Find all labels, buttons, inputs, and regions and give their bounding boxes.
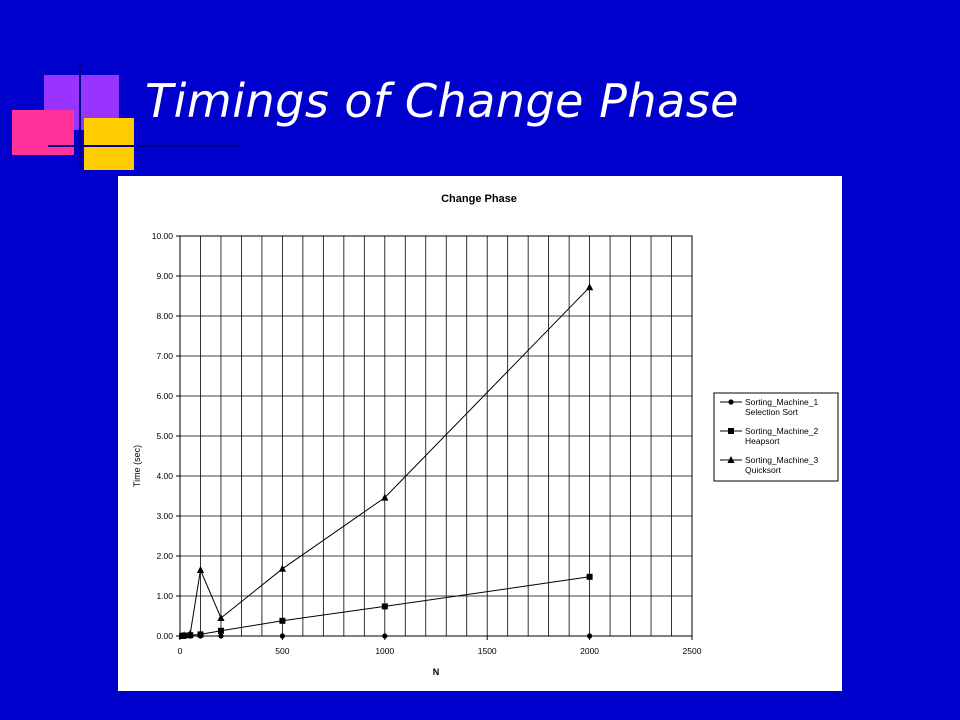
x-axis-label: N: [433, 667, 440, 677]
data-point-triangle: [278, 564, 286, 572]
legend-label: Selection Sort: [745, 407, 799, 417]
data-point-triangle: [586, 283, 594, 291]
chart-container: Change Phase N Time (sec) 0.00 1.00 2.00 3.…: [118, 176, 842, 691]
x-tick-label: 2500: [683, 646, 702, 656]
data-point-circle: [382, 633, 388, 639]
x-tick-label: 1500: [478, 646, 497, 656]
slide-title: Timings of Change Phase: [145, 74, 739, 128]
data-point-triangle: [217, 614, 225, 621]
data-point-circle: [218, 633, 224, 639]
y-axis-label: Time (sec): [132, 445, 142, 487]
legend-label: Sorting_Machine_2: [745, 426, 819, 436]
x-tick-label: 2000: [580, 646, 599, 656]
y-tick-label: 9.00: [156, 271, 173, 281]
legend-label: Heapsort: [745, 436, 780, 446]
grid: [180, 235, 692, 637]
deco-pink-square: [12, 110, 74, 155]
chart-title: Change Phase: [441, 193, 517, 205]
data-point-circle: [279, 633, 285, 639]
legend-box: [713, 392, 839, 482]
data-point-triangle: [381, 493, 389, 501]
y-tick-label: 2.00: [156, 551, 173, 561]
data-point-square: [728, 428, 734, 434]
y-tick-label: 0.00: [156, 631, 173, 641]
y-tick-label: 6.00: [156, 391, 173, 401]
y-tick-label: 10.00: [152, 231, 174, 241]
data-point-triangle: [727, 456, 735, 463]
data-point-square: [217, 627, 224, 634]
series-group: [178, 283, 594, 639]
y-tick-label: 8.00: [156, 311, 173, 321]
y-tick-label: 7.00: [156, 351, 173, 361]
data-point-square: [279, 617, 286, 624]
x-tick-label: 0: [178, 646, 183, 656]
legend-label: Sorting_Machine_3: [745, 455, 819, 465]
data-point-square: [586, 573, 593, 580]
data-point-square: [197, 631, 204, 638]
data-point-square: [381, 603, 388, 610]
data-point-circle: [587, 633, 593, 639]
y-tick-label: 5.00: [156, 431, 173, 441]
legend-label: Quicksort: [745, 465, 782, 475]
y-tick-label: 4.00: [156, 471, 173, 481]
line-chart: Change Phase N Time (sec) 0.00 1.00 2.00 3.…: [132, 193, 839, 677]
y-tick-label: 3.00: [156, 511, 173, 521]
deco-yellow-square: [84, 118, 134, 170]
series-3: [178, 283, 594, 639]
data-point-circle: [728, 399, 734, 405]
deco-horizontal-line: [48, 145, 238, 147]
data-point-triangle: [180, 631, 188, 639]
x-tick-label: 500: [275, 646, 289, 656]
axes: 0.00 1.00 2.00 3.00 4.00 5.00 6.00 7.00 8.00 9.00…: [152, 231, 702, 656]
legend-label: Sorting_Machine_1: [745, 397, 819, 407]
x-tick-label: 1000: [375, 646, 394, 656]
data-point-triangle: [196, 566, 205, 573]
data-point-triangle: [186, 629, 194, 637]
deco-vertical-line: [79, 62, 81, 170]
y-tick-label: 1.00: [156, 591, 173, 601]
